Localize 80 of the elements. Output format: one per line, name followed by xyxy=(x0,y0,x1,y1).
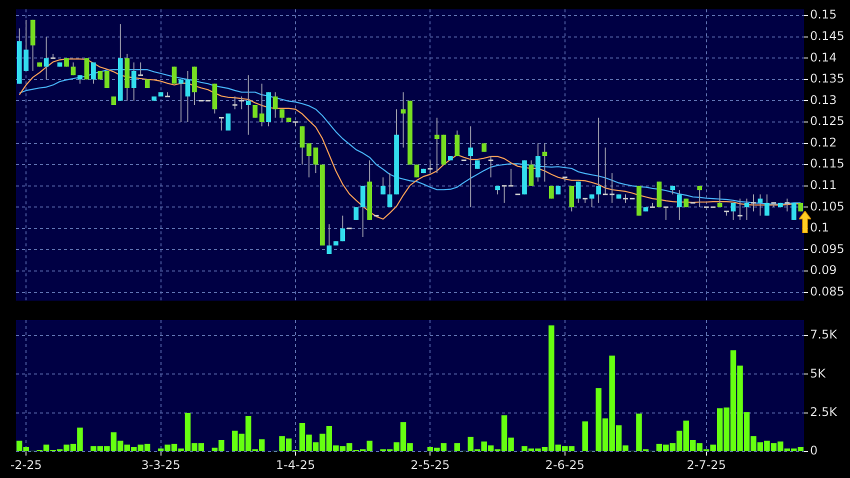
candlestick xyxy=(340,215,346,242)
y-tick-label: 0.135 xyxy=(810,72,844,86)
candlestick xyxy=(454,130,460,157)
y-tick-label: 5K xyxy=(810,366,827,380)
bar xyxy=(454,443,460,452)
candlestick xyxy=(178,78,184,123)
x-tick-label: 2-5-25 xyxy=(410,458,450,472)
candlestick xyxy=(84,58,90,80)
candlestick xyxy=(508,168,514,187)
x-tick-label: 2-6-25 xyxy=(545,458,585,472)
candlestick xyxy=(306,142,312,178)
candlestick xyxy=(427,160,434,174)
y-tick-label: 0.105 xyxy=(810,199,844,214)
candlestick xyxy=(569,185,574,212)
candlestick xyxy=(185,70,190,123)
candlestick xyxy=(246,74,251,136)
candlestick xyxy=(259,83,264,127)
candlestick xyxy=(528,160,534,186)
y-tick-label: 0.115 xyxy=(810,156,844,171)
candlestick xyxy=(602,147,608,196)
candlestick xyxy=(608,172,616,204)
candlestick xyxy=(730,202,736,220)
candlestick xyxy=(764,194,770,216)
candlestick xyxy=(697,185,702,208)
y-tick-label: 0.095 xyxy=(810,242,844,256)
y-tick-label: 0.09 xyxy=(810,263,837,278)
y-tick-label: 0.125 xyxy=(810,114,844,128)
candlestick xyxy=(326,224,332,254)
candlestick xyxy=(501,185,508,204)
y-tick-label: 0 xyxy=(810,444,818,458)
candlestick xyxy=(784,198,790,212)
candlestick xyxy=(137,62,144,76)
y-tick-label: 0.085 xyxy=(810,284,844,298)
candlestick xyxy=(172,66,177,84)
candlestick xyxy=(232,96,238,110)
candlestick xyxy=(434,117,440,174)
candlestick xyxy=(589,194,594,208)
candlestick xyxy=(380,176,386,195)
x-tick-label: -2-25 xyxy=(10,458,42,472)
x-tick-label: 3-3-25 xyxy=(141,458,180,472)
y-tick-label: 0.12 xyxy=(810,135,837,150)
candlestick xyxy=(354,206,359,220)
candlestick xyxy=(70,62,76,76)
y-tick-label: 0.11 xyxy=(810,178,837,192)
candlestick xyxy=(44,36,49,80)
candlestick xyxy=(252,104,258,118)
y-tick-label: 0.13 xyxy=(810,92,837,107)
candlestick xyxy=(758,194,763,216)
candlestick xyxy=(91,62,96,84)
y-tick-label: 0.145 xyxy=(810,28,844,43)
candlestick xyxy=(576,181,581,204)
y-tick-label: 2.5K xyxy=(810,405,838,420)
candlestick xyxy=(488,156,494,178)
candlestick xyxy=(750,194,757,212)
candlestick xyxy=(468,126,474,208)
candlestick xyxy=(400,92,406,148)
candlestick xyxy=(387,172,392,208)
candlestick xyxy=(280,108,284,123)
candlestick xyxy=(238,96,245,110)
candlestick xyxy=(676,190,682,220)
bar xyxy=(582,421,588,452)
candlestick xyxy=(360,185,366,238)
x-tick-label: 1-4-25 xyxy=(276,458,316,472)
candlestick xyxy=(596,117,602,204)
candlestick xyxy=(218,117,225,132)
y-tick-label: 7.5K xyxy=(810,328,838,342)
candlestick xyxy=(104,70,110,88)
y-tick-label: 0.14 xyxy=(810,50,837,64)
candlestick xyxy=(736,198,744,220)
y-tick-label: 0.15 xyxy=(810,8,837,22)
candlestick xyxy=(131,62,136,102)
candlestick xyxy=(272,92,278,118)
candlestick xyxy=(536,142,540,182)
candlestick xyxy=(300,126,305,166)
candlestick xyxy=(791,202,796,220)
x-tick-label: 2-7-25 xyxy=(686,458,726,472)
candlestick xyxy=(313,147,318,174)
y-tick-label: 0.1 xyxy=(810,220,830,235)
candlestick xyxy=(662,206,670,220)
candlestick xyxy=(414,164,420,178)
